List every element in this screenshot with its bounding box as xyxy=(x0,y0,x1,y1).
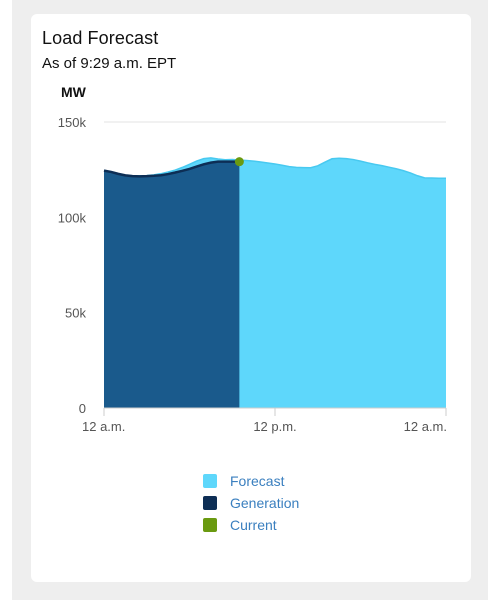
y-tick-label: 150k xyxy=(58,115,87,130)
legend-label-forecast: Forecast xyxy=(230,473,285,489)
y-axis-label: MW xyxy=(61,84,86,100)
forecast-line xyxy=(103,157,446,179)
y-tick-label: 100k xyxy=(58,210,87,225)
series-areas xyxy=(103,157,446,408)
legend-label-current: Current xyxy=(230,517,277,533)
legend-swatch-current xyxy=(203,518,217,532)
x-tick-label: 12 a.m. xyxy=(404,419,447,434)
generation-area xyxy=(104,161,240,408)
legend-item-generation[interactable]: Generation xyxy=(203,492,299,514)
legend-swatch-forecast xyxy=(203,474,217,488)
x-tick-label: 12 a.m. xyxy=(82,419,125,434)
legend: Forecast Generation Current xyxy=(203,470,299,536)
axes xyxy=(103,407,447,416)
chart-title: Load Forecast xyxy=(42,28,159,48)
current-point xyxy=(234,157,244,167)
x-tick-label: 12 p.m. xyxy=(253,419,296,434)
current-point-layer xyxy=(234,157,244,167)
legend-item-forecast[interactable]: Forecast xyxy=(203,470,299,492)
y-tick-label: 50k xyxy=(65,306,86,321)
legend-swatch-generation xyxy=(203,496,217,510)
tick-labels: 150k 100k 50k 0 12 a.m. 12 p.m. 12 a.m. xyxy=(58,115,447,434)
chart-subtitle: As of 9:29 a.m. EPT xyxy=(42,55,177,72)
y-tick-label: 0 xyxy=(79,401,86,416)
generation-line xyxy=(103,160,240,178)
legend-item-current[interactable]: Current xyxy=(203,514,299,536)
legend-label-generation: Generation xyxy=(230,495,300,511)
